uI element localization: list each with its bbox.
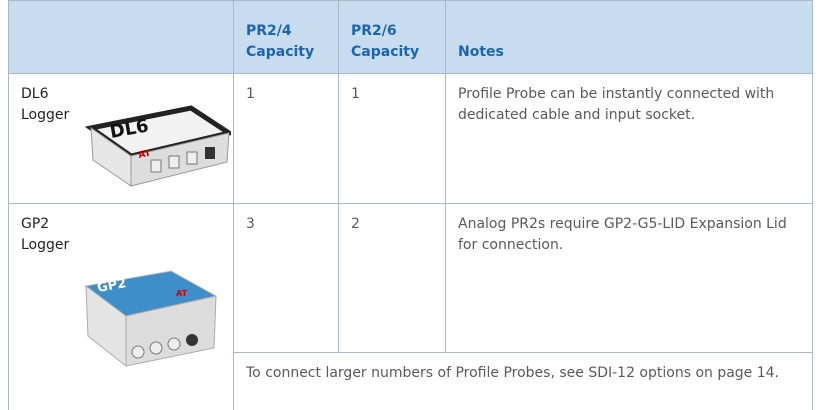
name-line: Logger xyxy=(21,107,70,123)
pr26-cell: 1 xyxy=(338,73,446,204)
header-cell: PR2/6 Capacity xyxy=(338,0,446,74)
footnote-cell: To connect larger numbers of Profile Pro… xyxy=(233,352,813,410)
row: GP2 Logger GP2 AT 3 2 Analog PR2s requir… xyxy=(8,203,813,410)
header-cell: Notes xyxy=(445,0,813,74)
name-cell: GP2 Logger GP2 AT xyxy=(8,203,234,410)
header-row: PR2/4 Capacity PR2/6 Capacity Notes xyxy=(8,0,813,74)
name-cell: DL6 Logger DL6 AT xyxy=(8,73,234,204)
name-line: Logger xyxy=(21,237,70,253)
row: DL6 Logger DL6 AT 1 1 Profile Probe can … xyxy=(8,73,813,204)
comparison-table: PR2/4 Capacity PR2/6 Capacity Notes DL6 … xyxy=(8,0,813,410)
header-cell xyxy=(8,0,234,74)
device-image: DL6 AT xyxy=(84,105,231,187)
pr26-cell: 2 xyxy=(338,203,446,353)
pr24-cell: 3 xyxy=(233,203,339,353)
notes-cell: Analog PR2s require GP2-G5-LID Expansion… xyxy=(445,203,813,353)
header-cell: PR2/4 Capacity xyxy=(233,0,339,74)
notes-cell: Profile Probe can be instantly connected… xyxy=(445,73,813,204)
svg-text:AT: AT xyxy=(176,289,188,298)
row: To connect larger numbers of Profile Pro… xyxy=(9,352,813,410)
pr24-cell: 1 xyxy=(233,73,339,204)
svg-text:GP2: GP2 xyxy=(96,276,127,296)
name-line: DL6 xyxy=(21,86,49,102)
device-image: GP2 AT xyxy=(84,270,218,368)
svg-text:AT: AT xyxy=(138,148,153,161)
name-line: GP2 xyxy=(21,216,50,232)
